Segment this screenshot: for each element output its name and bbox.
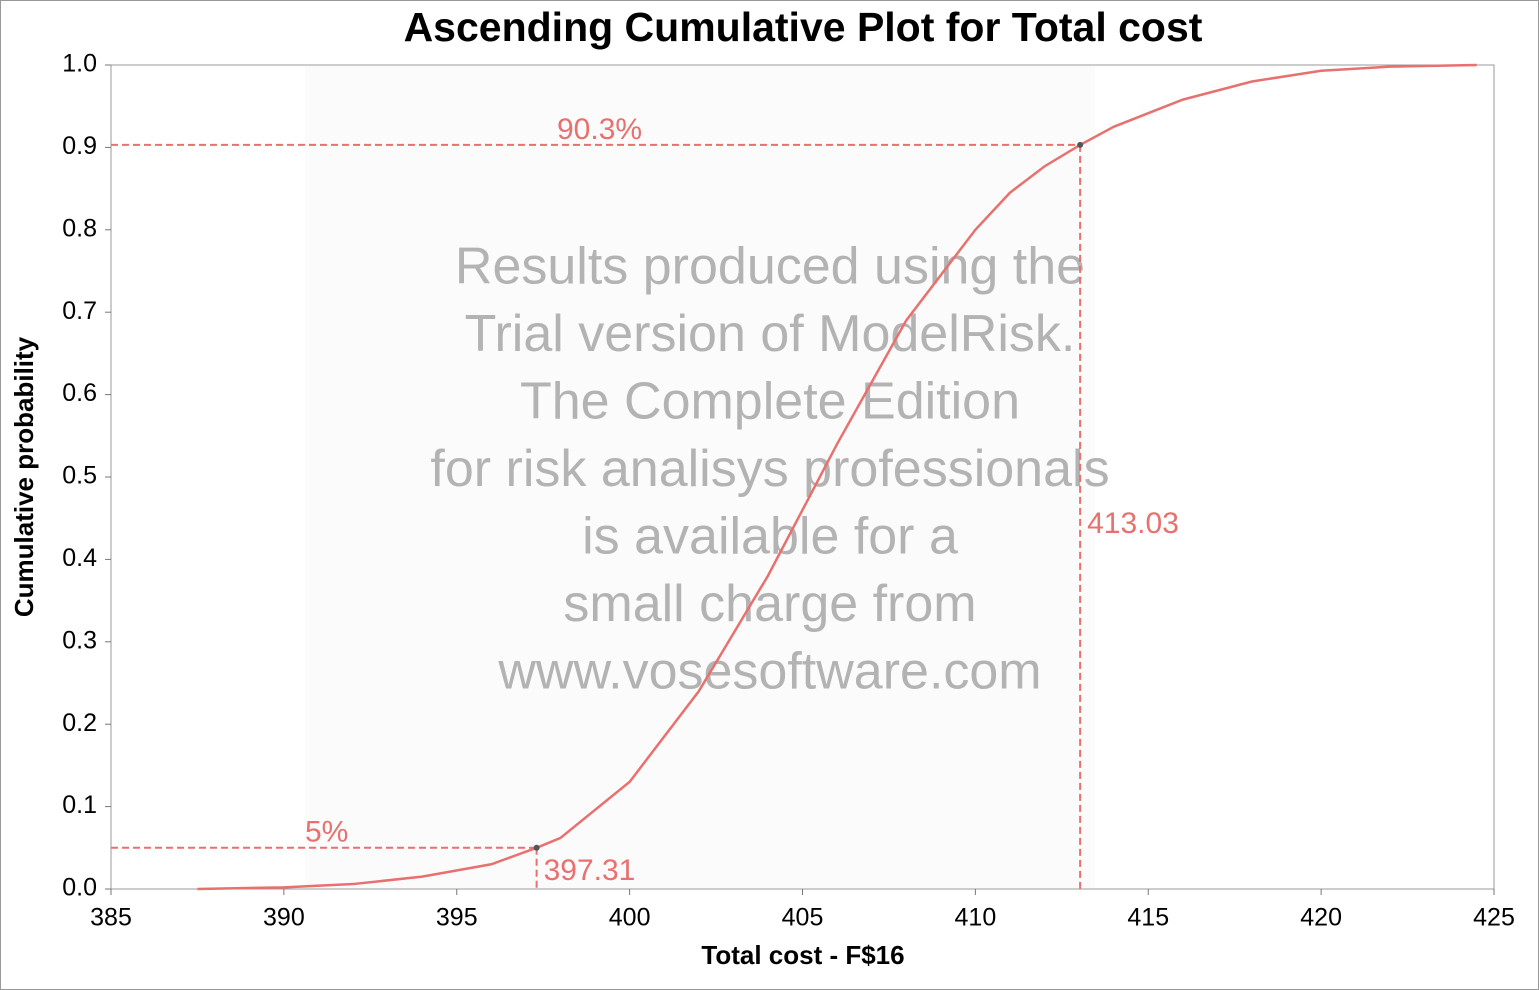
x-tick-label: 400	[609, 904, 651, 932]
x-tick-label: 390	[263, 904, 305, 932]
y-tick-label: 0.1	[62, 791, 97, 819]
watermark-text: small charge from	[563, 575, 976, 633]
y-tick-label: 0.6	[62, 379, 97, 407]
y-tick-label: 0.8	[62, 214, 97, 242]
chart-title: Ascending Cumulative Plot for Total cost	[404, 4, 1203, 50]
x-tick-label: 410	[955, 904, 997, 932]
x-axis-label: Total cost - F$16	[701, 940, 904, 970]
watermark-text: www.vosesoftware.com	[497, 643, 1041, 701]
marker-x-label: 397.31	[544, 854, 636, 887]
y-axis-label: Cumulative probability	[9, 336, 39, 617]
cumulative-line	[197, 63, 1477, 891]
watermark-text: The Complete Edition	[520, 373, 1020, 431]
x-tick-label: 385	[90, 904, 132, 932]
x-tick-label: 425	[1473, 904, 1515, 932]
y-tick-label: 0.4	[62, 544, 97, 572]
y-tick-label: 0.5	[62, 462, 97, 490]
y-tick-label: 0.2	[62, 709, 97, 737]
marker-y-label: 5%	[305, 816, 348, 849]
x-tick-label: 415	[1127, 904, 1169, 932]
x-tick-label: 395	[436, 904, 478, 932]
y-tick-label: 0.9	[62, 132, 97, 160]
watermark-text: is available for a	[582, 508, 958, 566]
marker-x-label: 413.03	[1087, 507, 1179, 540]
y-tick-label: 0.3	[62, 626, 97, 654]
watermark-panel	[305, 66, 1095, 888]
y-tick-label: 0.0	[62, 874, 97, 902]
watermark-text: Results produced using the	[455, 238, 1085, 296]
y-tick-label: 1.0	[62, 50, 97, 78]
watermark-text: for risk analisys professionals	[430, 440, 1109, 498]
marker-point	[533, 844, 540, 851]
y-tick-label: 0.7	[62, 297, 97, 325]
marker-point	[1077, 141, 1084, 148]
x-tick-label: 420	[1300, 904, 1342, 932]
watermark-text: Trial version of ModelRisk.	[465, 305, 1076, 363]
marker-y-label: 90.3%	[557, 113, 642, 146]
x-tick-label: 405	[782, 904, 824, 932]
